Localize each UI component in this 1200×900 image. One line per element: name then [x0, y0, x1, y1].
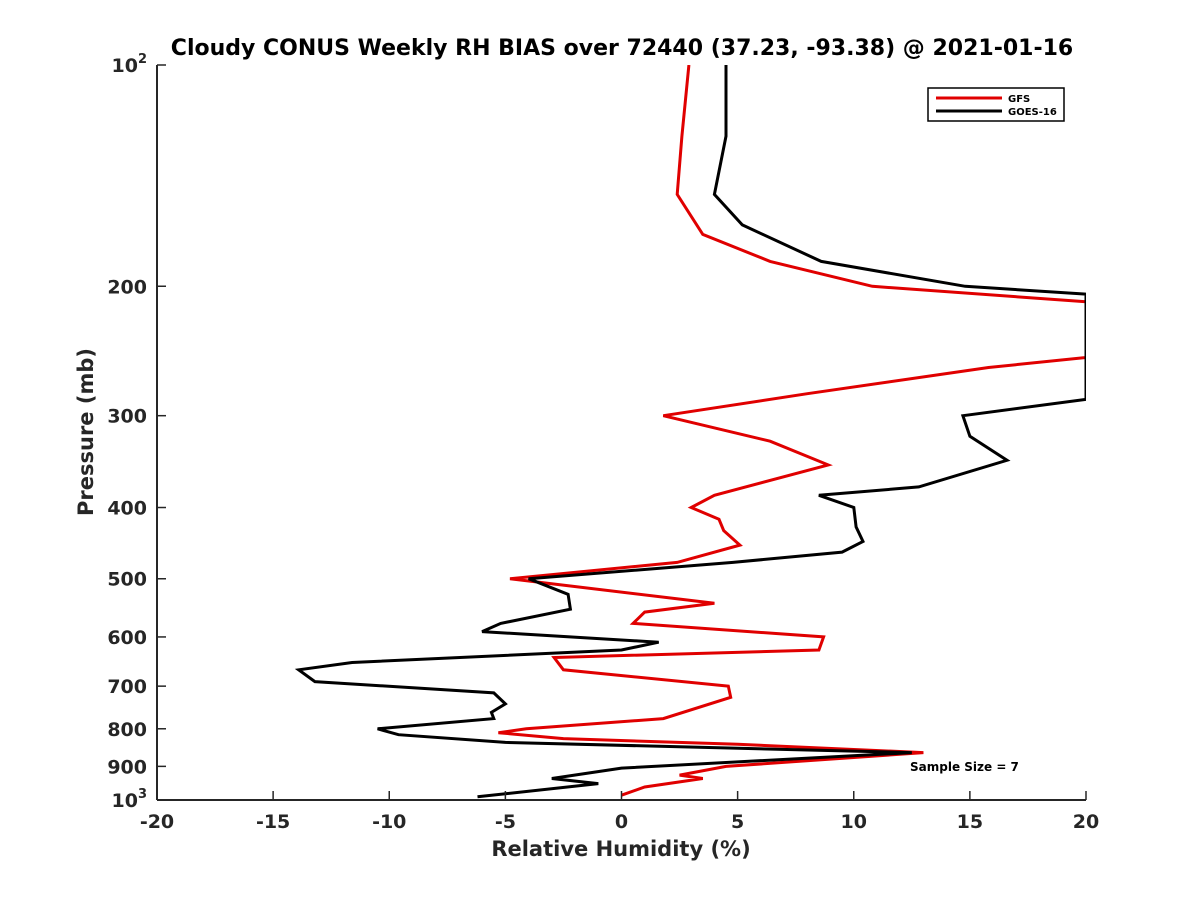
x-tick-label: -15 — [256, 811, 290, 833]
y-tick-label: 600 — [107, 627, 147, 649]
series-line-gfs — [498, 65, 1086, 797]
x-axis-label: Relative Humidity (%) — [491, 837, 750, 861]
y-tick-label: 103 — [112, 787, 148, 812]
series-layer — [294, 65, 1086, 799]
x-tick-label: 15 — [957, 811, 983, 833]
x-tick-label: 0 — [615, 811, 628, 833]
y-tick-label: 900 — [107, 756, 147, 778]
legend-label-goes16: GOES-16 — [1008, 107, 1057, 118]
y-axis-label: Pressure (mb) — [74, 348, 98, 516]
y-tick-label: 300 — [107, 406, 147, 428]
legend: GFS GOES-16 — [927, 87, 1065, 122]
y-tick-label: 500 — [107, 569, 147, 591]
ticks-layer: -20 -15 -10 -5 0 5 10 15 20 102 200 300 400 500 600 700… — [107, 52, 1099, 833]
x-tick-label: 10 — [841, 811, 867, 833]
x-tick-label: 5 — [731, 811, 744, 833]
x-tick-label: 20 — [1073, 811, 1099, 833]
legend-box — [927, 87, 1065, 122]
legend-label-gfs: GFS — [1008, 94, 1030, 105]
y-tick-label: 200 — [107, 276, 147, 298]
y-tick-label: 800 — [107, 719, 147, 741]
y-tick-label: 400 — [107, 498, 147, 520]
y-tick-label: 700 — [107, 676, 147, 698]
chart-title: Cloudy CONUS Weekly RH BIAS over 72440 (… — [171, 36, 1073, 61]
x-tick-label: -20 — [140, 811, 174, 833]
series-line-goes16 — [294, 65, 1086, 799]
sample-size-annotation: Sample Size = 7 — [910, 760, 1019, 774]
y-tick-label: 102 — [112, 52, 148, 77]
x-tick-label: -10 — [372, 811, 406, 833]
x-tick-label: -5 — [495, 811, 516, 833]
